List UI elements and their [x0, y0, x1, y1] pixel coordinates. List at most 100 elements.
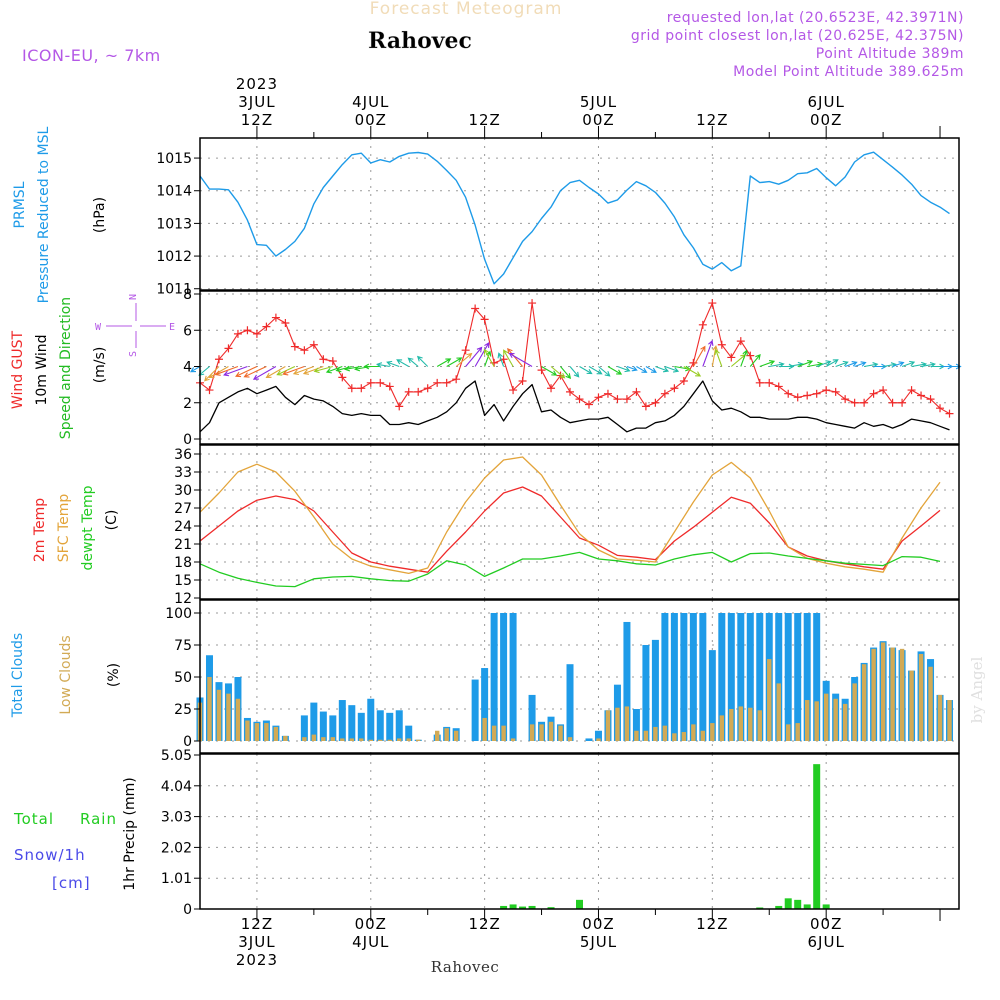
- wind-direction-arrow: [740, 349, 748, 367]
- cloud-low-bar: [710, 723, 715, 741]
- wind-gust-marker: [328, 357, 337, 366]
- wind-gust-marker: [300, 346, 309, 355]
- cloud-total-bar: [727, 613, 735, 741]
- wind-gust-marker: [831, 387, 840, 396]
- header-location: Rahovec: [368, 28, 472, 54]
- cloud-low-bar: [444, 728, 449, 741]
- wind-gust-marker: [936, 404, 945, 413]
- wind-direction-arrow: [252, 366, 277, 380]
- wind-gust-marker: [803, 391, 812, 400]
- cloud-low-bar: [890, 647, 895, 741]
- wind-gust-marker: [926, 395, 935, 404]
- cloud-low-bar: [548, 721, 554, 741]
- wind-gust-marker: [224, 344, 233, 353]
- cloud-total-bar: [395, 710, 403, 741]
- cloud-low-bar: [757, 710, 762, 741]
- cloud-low-bar: [567, 737, 573, 741]
- cloud-low-bar: [909, 670, 914, 741]
- wind-gust-marker: [395, 402, 404, 411]
- top-time-label: 12Z: [241, 111, 273, 129]
- wind-gust-marker: [907, 386, 916, 395]
- cloud-low-bar: [729, 709, 734, 741]
- cloud-low-bar: [653, 726, 658, 741]
- cloud-low-bar: [662, 725, 668, 741]
- wind-gust-marker: [518, 377, 527, 385]
- bottom-time-label: 6JUL: [808, 933, 845, 951]
- cloud-unit: (%): [106, 663, 122, 687]
- cloud-total-bar: [329, 715, 337, 741]
- header-model: ICON-EU, ~ 7km: [22, 46, 161, 65]
- wind-gust-marker: [537, 366, 546, 375]
- cloud-low-bar: [207, 677, 212, 741]
- cloud-low-bar: [368, 739, 373, 741]
- cloud-label-low: Low Clouds: [58, 635, 74, 714]
- wind-gust-marker: [812, 389, 821, 398]
- cloud-total-bar: [708, 650, 716, 741]
- wind-unit: (m/s): [92, 347, 108, 384]
- wind-direction-arrow: [617, 365, 631, 373]
- cloud-low-bar: [880, 642, 886, 741]
- temp-sfc-line: [199, 456, 941, 575]
- wind-gust-marker: [888, 398, 897, 407]
- cloud-low-bar: [861, 664, 867, 741]
- wind-label-10m: 10m Wind: [34, 334, 50, 405]
- cloud-total-bar: [500, 613, 508, 741]
- pressure-unit: (hPa): [92, 197, 108, 233]
- precip-label-snow: Snow/1h: [14, 846, 86, 864]
- precip-label-rain: Rain: [80, 810, 117, 828]
- wind-gust-marker: [708, 299, 717, 308]
- cloud-total-bar: [509, 613, 517, 741]
- cloud-low-bar: [871, 648, 876, 741]
- wind-gust-marker: [281, 319, 290, 327]
- cloud-low-bar: [795, 723, 800, 741]
- temperature-ytick-label: 18: [174, 555, 192, 571]
- top-time-label: 12Z: [696, 111, 728, 129]
- cloud-total-bar: [481, 668, 489, 741]
- cloud-low-bar: [634, 730, 639, 741]
- wind-gust-marker: [793, 393, 802, 402]
- cloud-total-bar: [310, 702, 318, 741]
- wind-direction-arrow: [508, 352, 533, 367]
- cloud-low-bar: [937, 694, 943, 741]
- wind-direction-arrow: [844, 361, 858, 368]
- wind-gust-marker: [698, 320, 707, 329]
- temp-dewpt-line: [199, 551, 941, 588]
- cloud-low-bar: [491, 725, 497, 741]
- pressure-label-prmsl: PRMSL: [12, 181, 28, 228]
- wind-gust-marker: [347, 384, 356, 393]
- precip-ytick-label: 1.01: [161, 871, 192, 887]
- cloud-total-bar: [746, 613, 754, 741]
- top-time-label: 00Z: [810, 111, 842, 129]
- precip-rain-bar: [528, 905, 536, 909]
- wind-direction-arrow: [560, 366, 572, 380]
- wind-direction-arrow: [436, 358, 452, 367]
- wind-direction-arrow: [683, 366, 702, 377]
- wind-gust-marker: [243, 326, 252, 335]
- compass-s: S: [128, 351, 139, 357]
- cloud-low-bar: [947, 700, 952, 741]
- wind-direction-arrow: [483, 348, 495, 367]
- cloud-total-bar: [661, 613, 669, 741]
- wind-direction-arrow: [588, 366, 603, 375]
- wind-gust-marker: [205, 386, 214, 395]
- cloud-low-bar: [245, 720, 250, 741]
- bottom-time-label: 2023: [236, 951, 278, 969]
- cloud-total-bar: [689, 613, 697, 741]
- temp-label-sfc: SFC Temp: [56, 494, 72, 563]
- temp-label-dewpt: dewpt Temp: [80, 485, 96, 570]
- cloud-low-bar: [814, 701, 819, 741]
- wind-direction-arrow: [446, 357, 463, 367]
- top-time-label: 4JUL: [352, 93, 389, 111]
- wind-gust-marker: [442, 378, 451, 387]
- precip-frame: [199, 753, 960, 910]
- temperature-ytick-label: 36: [174, 447, 192, 463]
- wind-direction-arrow: [302, 365, 324, 375]
- cloud-low-bar: [349, 738, 354, 741]
- wind-gust-marker: [869, 389, 878, 398]
- wind-gust-marker: [404, 387, 413, 396]
- wind-direction-arrow: [474, 341, 490, 367]
- cloud-low-bar: [397, 738, 402, 741]
- cloud-low-bar: [928, 666, 933, 741]
- compass-e: E: [169, 322, 175, 333]
- cloud-total-bar: [813, 613, 821, 741]
